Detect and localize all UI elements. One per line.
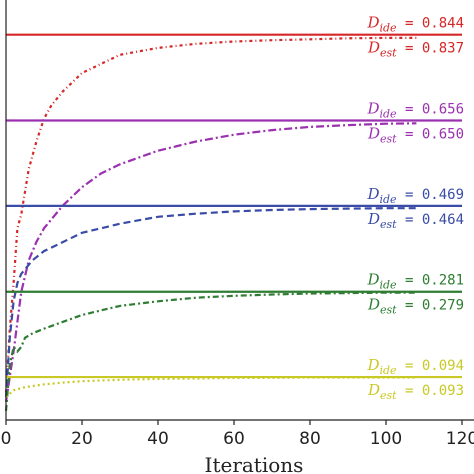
x-tick-label: 120 xyxy=(446,429,474,449)
estimate-label-s009: Dest = 0.093 xyxy=(367,381,464,402)
plot-area: Dide = 0.844 Dest = 0.837 Dide = 0.656 Dest… xyxy=(4,14,464,411)
ideal-label-s084: Dide = 0.844 xyxy=(366,14,464,35)
ideal-label-s065: Dide = 0.656 xyxy=(366,100,464,121)
estimate-curve-s009 xyxy=(5,376,417,399)
ideal-label-s009: Dide = 0.094 xyxy=(366,356,464,377)
x-axis-label: Iterations xyxy=(205,453,304,474)
x-tick-label: 20 xyxy=(71,429,93,449)
x-tick-label: 80 xyxy=(299,429,321,449)
estimate-label-s047: Dest = 0.464 xyxy=(367,210,464,231)
ideal-label-s028: Dide = 0.281 xyxy=(366,271,464,292)
axes: 0 20 40 60 80 100 120 xyxy=(1,0,474,449)
x-tick-label: 100 xyxy=(370,429,402,449)
estimate-label-s084: Dest = 0.837 xyxy=(367,39,464,60)
ideal-label-s047: Dide = 0.469 xyxy=(366,185,464,206)
estimate-curve-s028 xyxy=(4,291,417,411)
estimate-curve-s084 xyxy=(4,36,417,393)
x-tick-label: 60 xyxy=(223,429,245,449)
estimate-curve-s065 xyxy=(4,122,417,402)
x-tick-label: 0 xyxy=(1,429,12,449)
estimate-label-s065: Dest = 0.650 xyxy=(367,125,464,146)
estimate-label-s028: Dest = 0.279 xyxy=(367,296,464,317)
estimate-curve-s047 xyxy=(4,207,417,398)
x-tick-label: 40 xyxy=(147,429,169,449)
